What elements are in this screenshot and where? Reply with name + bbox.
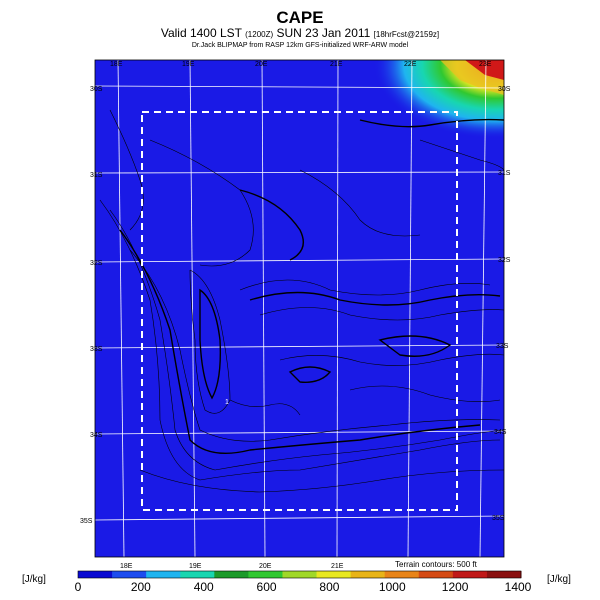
- unit-label-right: [J/kg]: [547, 574, 571, 585]
- color-scale-swatch: [282, 571, 318, 578]
- lat-label-right: 33S: [496, 343, 509, 350]
- lon-label-top: 20E: [255, 61, 268, 68]
- map-field: [95, 60, 504, 557]
- lon-label-bottom: 18E: [120, 563, 133, 570]
- color-scale-tick-label: 600: [256, 580, 277, 594]
- lat-label-right: 35S: [492, 515, 505, 522]
- lon-label-bottom: 21E: [331, 563, 344, 570]
- contour-marker: 1: [225, 399, 229, 406]
- color-scale: [77, 570, 522, 579]
- color-scale-swatch: [316, 571, 352, 578]
- lon-label-top: 23E: [479, 61, 492, 68]
- subtitle-date: SUN 23 Jan 2011: [276, 26, 371, 40]
- subtitle-valid: Valid 1400 LST: [160, 26, 242, 40]
- color-scale-tick-label: 1400: [504, 580, 532, 594]
- lon-label-bottom: 20E: [259, 563, 272, 570]
- color-scale-swatch: [350, 571, 386, 578]
- lat-label-left: 33S: [90, 346, 103, 353]
- terrain-contours-note: Terrain contours: 500 ft: [395, 560, 477, 569]
- color-scale-outline: [77, 570, 522, 579]
- lat-label-left: 32S: [90, 260, 103, 267]
- color-scale-swatch: [452, 571, 488, 578]
- color-scale-tick-label: 1200: [441, 580, 469, 594]
- lat-label-right: 34S: [494, 429, 507, 436]
- lon-label-top: 18E: [110, 61, 123, 68]
- subtitle-utc: (1200Z): [245, 30, 274, 39]
- color-scale-swatch: [248, 571, 283, 578]
- lat-label-right: 30S: [498, 86, 511, 93]
- color-scale-swatch: [112, 571, 147, 578]
- inner-domain-box: [141, 111, 458, 511]
- lat-label-right: 32S: [498, 257, 511, 264]
- color-scale-swatch: [384, 571, 420, 578]
- color-scale-swatch: [78, 571, 113, 578]
- valid-time-subtitle: Valid 1400 LST (1200Z) SUN 23 Jan 2011 […: [0, 26, 600, 40]
- lon-label-bottom: 19E: [189, 563, 202, 570]
- color-scale-tick-label: 400: [193, 580, 214, 594]
- lat-label-right: 31S: [498, 170, 511, 177]
- high-cape-core: [465, 60, 504, 80]
- graticule: [95, 60, 504, 557]
- color-scale-swatch: [486, 571, 522, 578]
- color-scale-swatch: [146, 571, 181, 578]
- lat-label-left: 30S: [90, 86, 103, 93]
- lon-label-top: 19E: [182, 61, 195, 68]
- subtitle-forecast: [18hrFcst@2159z]: [373, 30, 440, 39]
- lat-label-left: 35S: [80, 518, 93, 525]
- color-scale-swatch: [214, 571, 249, 578]
- color-scale-tick-label: 800: [319, 580, 340, 594]
- color-scale-tick-label: 200: [130, 580, 151, 594]
- lat-label-left: 34S: [90, 432, 103, 439]
- lon-label-top: 21E: [330, 61, 343, 68]
- unit-label-left: [J/kg]: [22, 574, 46, 585]
- model-credit: Dr.Jack BLIPMAP from RASP 12km GFS-initi…: [191, 42, 409, 49]
- high-cape-region: [330, 60, 504, 165]
- lon-label-top: 22E: [404, 61, 417, 68]
- color-scale-tick-label: 0: [74, 580, 82, 594]
- lat-label-left: 31S: [90, 172, 103, 179]
- color-scale-swatch: [180, 571, 215, 578]
- color-scale-tick-label: 1000: [378, 580, 406, 594]
- color-scale-swatch: [418, 571, 454, 578]
- map-frame: [94, 59, 505, 558]
- chart-title: CAPE: [276, 8, 324, 27]
- terrain-contours: [99, 109, 504, 493]
